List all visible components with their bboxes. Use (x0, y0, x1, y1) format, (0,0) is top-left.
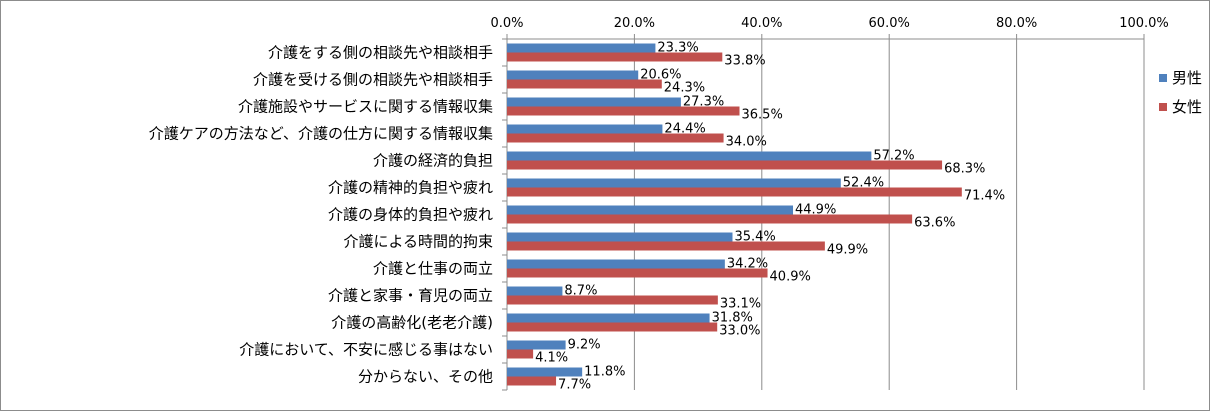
bar-female (507, 295, 718, 305)
category-label: 介護の精神的負担や疲れ (328, 179, 493, 197)
category-label: 介護と家事・育児の両立 (328, 287, 493, 305)
bar-female (507, 106, 740, 116)
x-tick-label: 0.0% (490, 16, 523, 31)
data-label: 8.7% (564, 284, 597, 299)
data-label: 34.0% (726, 135, 767, 150)
data-label: 57.2% (873, 149, 914, 164)
data-label: 9.2% (568, 338, 601, 353)
bar-male (507, 340, 566, 350)
bar-male (507, 259, 725, 269)
bar-female (507, 160, 943, 170)
bar-female (507, 52, 723, 62)
data-label: 24.3% (664, 81, 705, 96)
bar-female (507, 241, 825, 251)
x-tick-label: 20.0% (614, 16, 655, 31)
bar-female (507, 133, 724, 143)
data-label: 27.3% (683, 95, 724, 110)
data-label: 11.8% (584, 365, 625, 380)
bar-male (507, 286, 563, 296)
bar-female (507, 79, 662, 89)
data-label: 52.4% (843, 176, 884, 191)
data-label: 71.4% (964, 189, 1005, 204)
x-tick-label: 100.0% (1119, 16, 1169, 31)
data-label: 23.3% (657, 41, 698, 56)
bar-male (507, 43, 656, 53)
bar-male (507, 232, 733, 242)
bar-female (507, 214, 913, 224)
legend-swatch (1159, 103, 1167, 111)
bar-female (507, 349, 534, 359)
data-label: 31.8% (712, 311, 753, 326)
bar-male (507, 178, 841, 188)
data-label: 20.6% (640, 68, 681, 83)
x-tick-label: 80.0% (996, 16, 1037, 31)
data-label: 24.4% (664, 122, 705, 137)
category-label: 介護を受ける側の相談先や相談相手 (253, 71, 493, 89)
data-label: 68.3% (944, 162, 985, 177)
data-label: 36.5% (742, 108, 783, 123)
bar-male (507, 313, 710, 323)
category-label: 分からない、その他 (358, 368, 493, 386)
category-label: 介護の経済的負担 (373, 152, 493, 170)
data-label: 49.9% (827, 243, 868, 258)
data-label: 33.1% (720, 297, 761, 312)
data-label: 33.8% (724, 54, 765, 69)
bar-male (507, 70, 639, 80)
category-label: 介護と仕事の両立 (373, 260, 493, 278)
data-label: 63.6% (914, 216, 955, 231)
bar-female (507, 376, 557, 386)
bar-male (507, 205, 794, 215)
bar-female (507, 268, 768, 278)
category-label: 介護において、不安に感じる事はない (239, 341, 493, 359)
x-tick-label: 40.0% (741, 16, 782, 31)
data-label: 4.1% (535, 351, 568, 366)
legend-swatch (1159, 74, 1167, 82)
data-label: 34.2% (727, 257, 768, 272)
legend-label: 女性 (1172, 98, 1202, 116)
category-label: 介護をする側の相談先や相談相手 (268, 44, 493, 62)
bar-male (507, 151, 872, 161)
category-labels: 介護をする側の相談先や相談相手介護を受ける側の相談先や相談相手介護施設やサービス… (149, 44, 493, 386)
bar-female (507, 187, 962, 197)
category-label: 介護の身体的負担や疲れ (328, 206, 493, 224)
data-label: 44.9% (795, 203, 836, 218)
bar-male (507, 97, 681, 107)
bars (507, 43, 962, 386)
legend-label: 男性 (1172, 69, 1202, 87)
data-label: 35.4% (734, 230, 775, 245)
bar-male (507, 124, 663, 134)
x-axis-ticks: 0.0% 20.0% 40.0% 60.0% 80.0% 100.0% (490, 16, 1168, 31)
category-label: 介護施設やサービスに関する情報収集 (238, 98, 493, 116)
category-label: 介護による時間的拘束 (343, 233, 493, 251)
x-tick-label: 60.0% (869, 16, 910, 31)
bar-male (507, 367, 583, 377)
data-label: 7.7% (558, 378, 591, 393)
bar-female (507, 322, 718, 332)
category-label: 介護の高齢化(老老介護) (331, 314, 493, 332)
data-labels: 23.3% 33.8% 20.6%24.3%27.3% 36.5% 24.4% 34.0%… (535, 41, 1005, 393)
category-label: 介護ケアの方法など、介護の仕方に関する情報収集 (149, 125, 493, 143)
data-label: 33.0% (719, 324, 760, 339)
data-label: 40.9% (770, 270, 811, 285)
